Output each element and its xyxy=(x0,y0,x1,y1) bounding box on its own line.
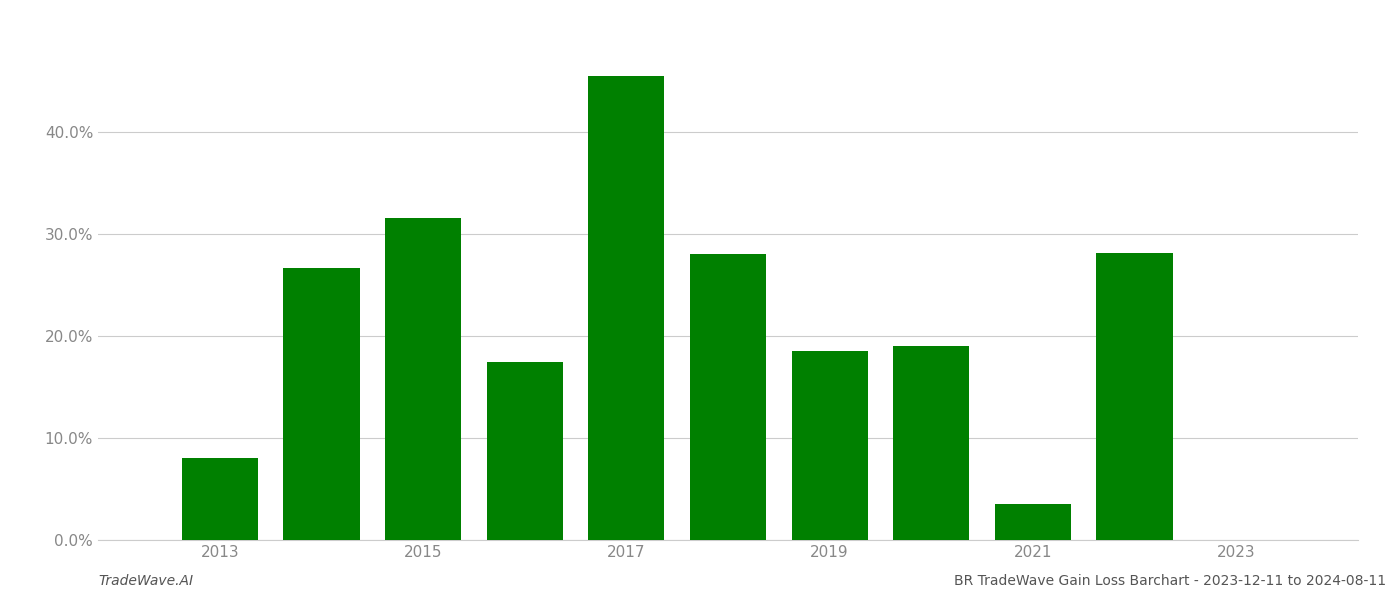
Bar xyxy=(893,346,969,540)
Bar xyxy=(791,351,868,540)
Bar xyxy=(385,218,461,540)
Bar xyxy=(995,504,1071,540)
Bar xyxy=(283,268,360,540)
Bar xyxy=(588,76,665,540)
Text: TradeWave.AI: TradeWave.AI xyxy=(98,574,193,588)
Text: BR TradeWave Gain Loss Barchart - 2023-12-11 to 2024-08-11: BR TradeWave Gain Loss Barchart - 2023-1… xyxy=(953,574,1386,588)
Bar xyxy=(182,458,258,540)
Bar xyxy=(487,361,563,540)
Bar xyxy=(1096,253,1173,540)
Bar xyxy=(690,254,766,540)
